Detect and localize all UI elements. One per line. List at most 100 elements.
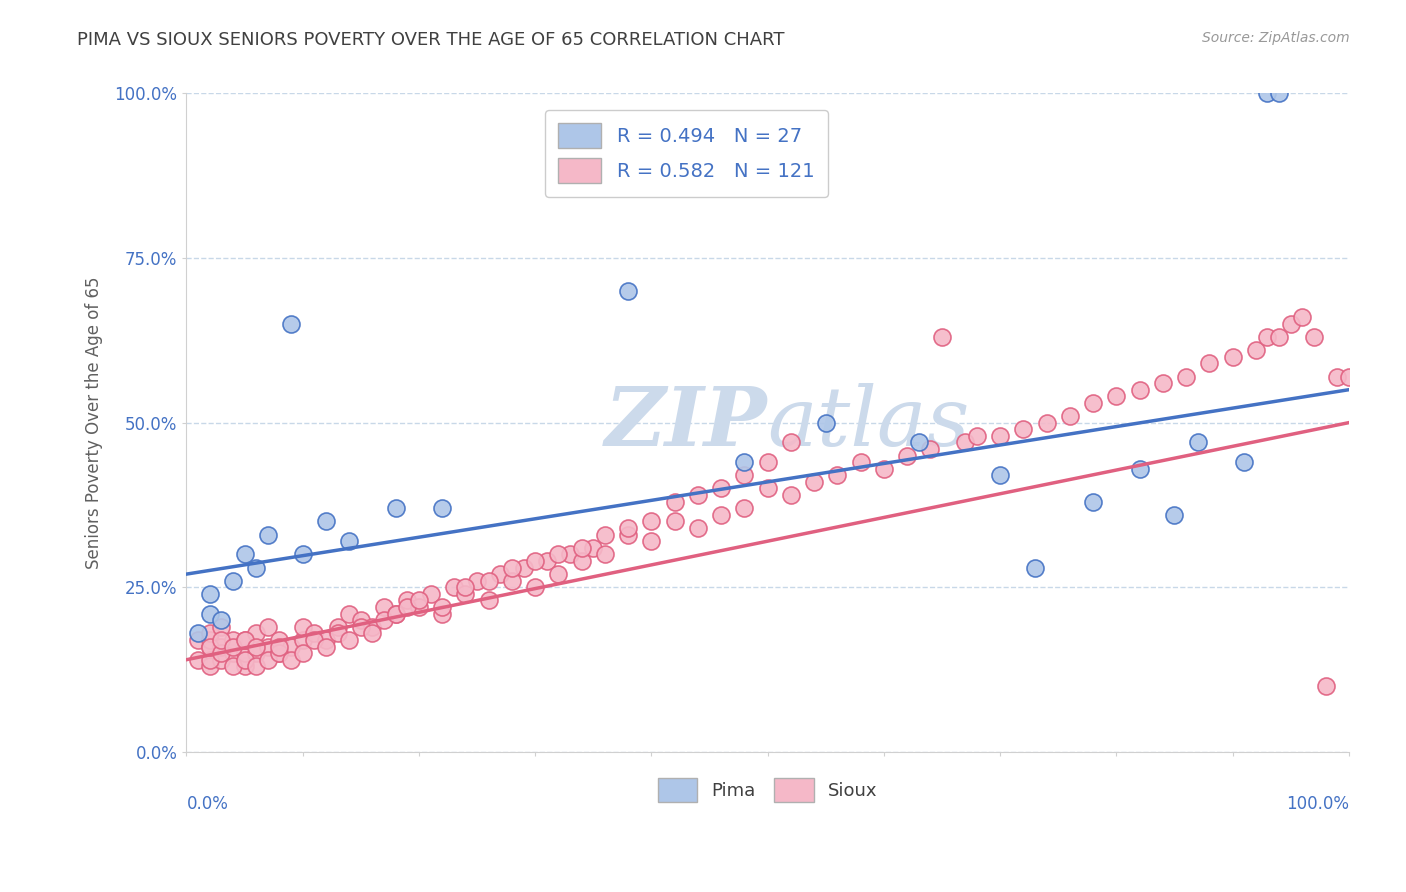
Point xyxy=(512,560,534,574)
Point xyxy=(408,600,430,615)
Point xyxy=(269,632,291,647)
Point xyxy=(582,541,605,555)
Point xyxy=(593,547,616,561)
Point xyxy=(1244,343,1267,358)
Point xyxy=(269,646,291,660)
Point xyxy=(233,653,256,667)
Point xyxy=(710,508,733,522)
Text: ZIP: ZIP xyxy=(605,383,768,463)
Point xyxy=(617,521,640,535)
Point xyxy=(256,653,278,667)
Point xyxy=(733,455,755,469)
Text: PIMA VS SIOUX SENIORS POVERTY OVER THE AGE OF 65 CORRELATION CHART: PIMA VS SIOUX SENIORS POVERTY OVER THE A… xyxy=(77,31,785,49)
Point xyxy=(780,488,803,502)
Point xyxy=(756,482,779,496)
Point xyxy=(269,640,291,654)
Point xyxy=(617,527,640,541)
Point xyxy=(571,541,593,555)
Point xyxy=(1233,455,1256,469)
Point xyxy=(222,659,245,673)
Point xyxy=(222,574,245,588)
Point xyxy=(198,607,221,621)
Point xyxy=(1315,679,1337,693)
Point xyxy=(454,587,477,601)
Point xyxy=(756,455,779,469)
Point xyxy=(233,659,256,673)
Point xyxy=(988,468,1011,483)
Point xyxy=(256,620,278,634)
Point xyxy=(1198,356,1220,370)
Point xyxy=(1268,330,1291,344)
Point xyxy=(664,515,686,529)
Point xyxy=(198,587,221,601)
Point xyxy=(1279,317,1302,331)
Point xyxy=(198,640,221,654)
Point xyxy=(558,547,581,561)
Point xyxy=(222,640,245,654)
Point xyxy=(222,646,245,660)
Point xyxy=(384,607,406,621)
Point xyxy=(1081,494,1104,508)
Point xyxy=(419,587,441,601)
Point xyxy=(198,653,221,667)
Point xyxy=(593,527,616,541)
Point xyxy=(209,613,232,627)
Y-axis label: Seniors Poverty Over the Age of 65: Seniors Poverty Over the Age of 65 xyxy=(86,277,103,569)
Point xyxy=(245,659,267,673)
Point xyxy=(291,620,314,634)
Point xyxy=(337,534,360,549)
Point xyxy=(198,632,221,647)
Point xyxy=(408,593,430,607)
Point xyxy=(536,554,558,568)
Point xyxy=(547,567,569,582)
Point xyxy=(337,607,360,621)
Point xyxy=(1256,87,1278,101)
Point xyxy=(198,659,221,673)
Point xyxy=(396,600,419,615)
Point xyxy=(803,475,825,489)
Point xyxy=(955,435,977,450)
Point xyxy=(478,574,501,588)
Point xyxy=(304,632,326,647)
Point xyxy=(1081,396,1104,410)
Point xyxy=(209,632,232,647)
Point xyxy=(245,626,267,640)
Point xyxy=(430,600,453,615)
Point xyxy=(222,632,245,647)
Point xyxy=(269,646,291,660)
Point xyxy=(291,646,314,660)
Point xyxy=(430,607,453,621)
Point xyxy=(1059,409,1081,423)
Point xyxy=(233,632,256,647)
Point xyxy=(245,640,267,654)
Point xyxy=(198,640,221,654)
Point xyxy=(710,482,733,496)
Point xyxy=(1152,376,1174,391)
Point xyxy=(304,626,326,640)
Point xyxy=(315,515,337,529)
Point xyxy=(326,626,349,640)
Point xyxy=(1012,422,1035,436)
Point xyxy=(640,534,662,549)
Point xyxy=(198,626,221,640)
Point xyxy=(280,317,302,331)
Point xyxy=(256,640,278,654)
Point xyxy=(827,468,849,483)
Point xyxy=(1024,560,1046,574)
Point xyxy=(291,547,314,561)
Point xyxy=(489,567,512,582)
Point xyxy=(315,632,337,647)
Text: atlas: atlas xyxy=(768,383,970,463)
Point xyxy=(873,461,896,475)
Point xyxy=(291,632,314,647)
Point xyxy=(686,521,709,535)
Point xyxy=(1303,330,1326,344)
Point xyxy=(430,501,453,516)
Point xyxy=(896,449,918,463)
Point xyxy=(501,574,523,588)
Point xyxy=(1256,330,1278,344)
Point xyxy=(326,620,349,634)
Point xyxy=(686,488,709,502)
Point xyxy=(396,593,419,607)
Point xyxy=(478,593,501,607)
